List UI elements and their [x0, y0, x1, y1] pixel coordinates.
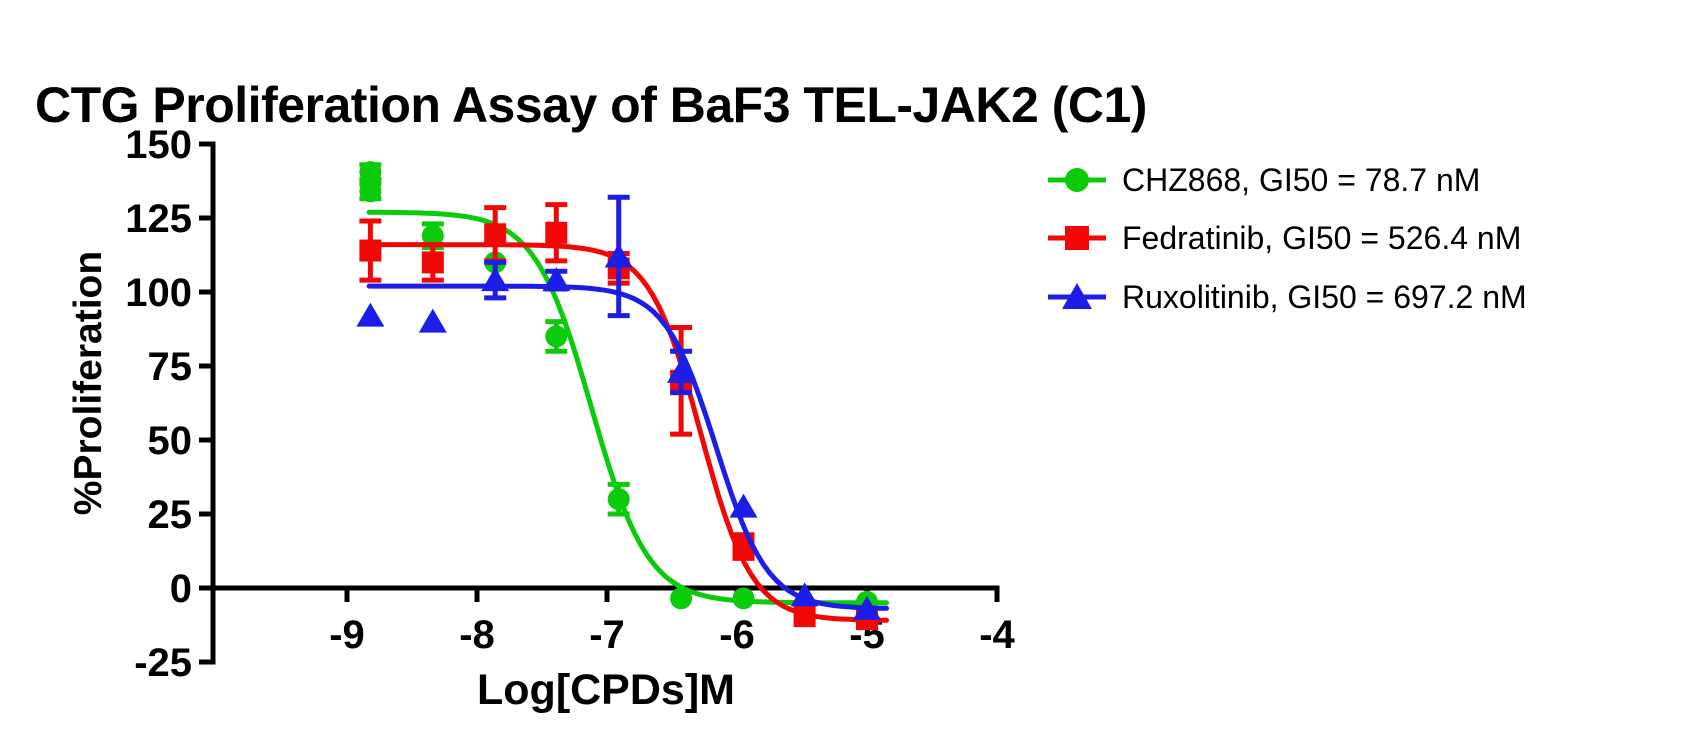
legend-label-fedratinib: Fedratinib, GI50 = 526.4 nM: [1122, 220, 1522, 256]
y-tick-label: 150: [125, 123, 192, 167]
legend-item-chz868: CHZ868, GI50 = 78.7 nM: [1046, 162, 1480, 198]
legend-marker-triangle-icon: [1048, 283, 1106, 309]
y-tick-label: 75: [148, 345, 193, 389]
legend-marker-circle-icon: [1048, 168, 1106, 192]
y-tick-label: 25: [148, 493, 193, 537]
y-tick-label: 0: [170, 567, 192, 611]
y-tick-label: -25: [134, 641, 192, 685]
fit-curve: [366, 242, 889, 623]
chart-title: CTG Proliferation Assay of BaF3 TEL-JAK2…: [35, 76, 1147, 133]
x-tick-label: -7: [589, 613, 625, 657]
x-tick-label: -8: [459, 613, 495, 657]
fit-curve: [366, 283, 889, 611]
x-axis-title: Log[CPDs]M: [477, 666, 735, 714]
y-tick-label: 100: [125, 271, 192, 315]
series-chz868: [359, 161, 889, 616]
legend-item-ruxolitinib: Ruxolitinib, GI50 = 697.2 nM: [1046, 279, 1527, 315]
x-tick-label: -6: [719, 613, 755, 657]
y-tick-label: 50: [148, 419, 193, 463]
x-tick-label: -9: [329, 613, 365, 657]
y-axis-title: %Proliferation: [67, 250, 110, 516]
legend-item-fedratinib: Fedratinib, GI50 = 526.4 nM: [1046, 220, 1521, 256]
legend-label-chz868: CHZ868, GI50 = 78.7 nM: [1122, 162, 1481, 198]
series-ruxolitinib: [356, 194, 889, 620]
legend-marker-square-icon: [1048, 226, 1106, 250]
x-tick-label: -4: [979, 613, 1015, 657]
series-fedratinib: [359, 202, 889, 631]
y-tick-label: 125: [125, 197, 192, 241]
legend-label-ruxolitinib: Ruxolitinib, GI50 = 697.2 nM: [1122, 279, 1527, 315]
